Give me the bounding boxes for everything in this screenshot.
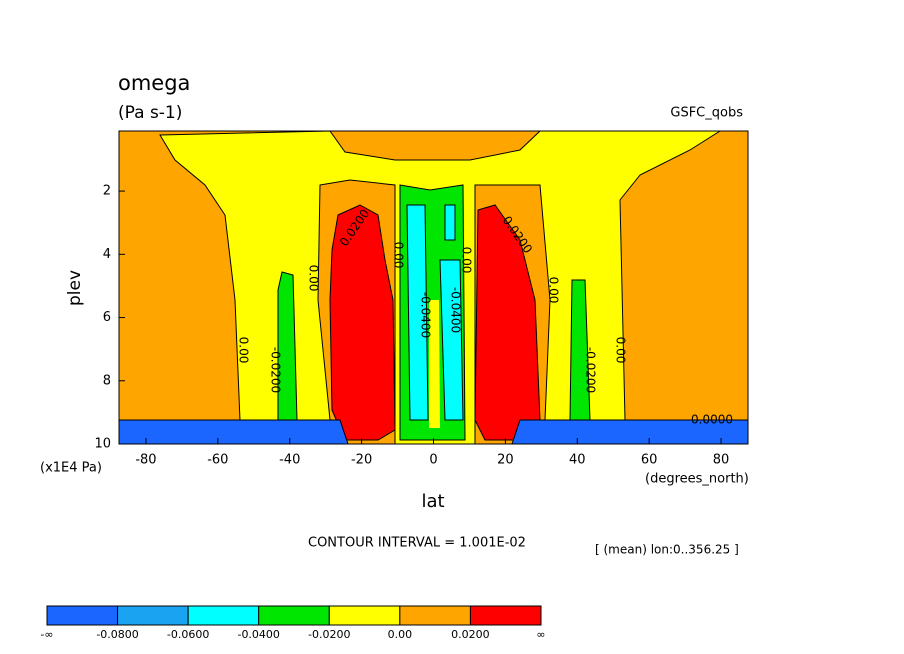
contour-label: 0.0000 bbox=[691, 413, 733, 427]
chart-title: omega bbox=[118, 71, 190, 95]
colorbar-box bbox=[258, 605, 330, 626]
x-units: (degrees_north) bbox=[645, 472, 749, 487]
x-tick-label: -60 bbox=[207, 453, 228, 468]
units: (Pa s-1) bbox=[118, 103, 182, 123]
y-tick-label: 2 bbox=[103, 184, 111, 199]
colorbar-box bbox=[399, 605, 471, 626]
contour-label: 0.00 bbox=[392, 242, 406, 269]
contour-label: -0.0200 bbox=[269, 347, 283, 393]
colorbar-label: -∞ bbox=[40, 628, 53, 641]
contour-label: 0.00 bbox=[237, 337, 251, 364]
x-tick-label: 80 bbox=[713, 453, 730, 468]
colorbar-box bbox=[117, 605, 189, 626]
x-tick-label: -20 bbox=[351, 453, 372, 468]
y-axis-label: plev bbox=[65, 270, 85, 306]
colorbar-label: ∞ bbox=[536, 628, 545, 641]
colorbar-box bbox=[328, 605, 401, 626]
x-tick-label: 60 bbox=[641, 453, 658, 468]
contour-label: 0.00 bbox=[547, 277, 561, 304]
colorbar-label: 0.00 bbox=[388, 628, 413, 641]
x-tick-label: -80 bbox=[135, 453, 156, 468]
x-tick-label: 40 bbox=[569, 453, 586, 468]
contour-label: -0.0400 bbox=[419, 292, 433, 338]
dataset: GSFC_qobs bbox=[670, 106, 743, 121]
colorbar-box bbox=[187, 605, 260, 626]
contour-region bbox=[406, 204, 429, 421]
contour-label: -0.0400 bbox=[449, 287, 463, 333]
colorbar-label: -0.0600 bbox=[167, 628, 209, 641]
y-tick-label: 8 bbox=[103, 373, 111, 388]
contour-region bbox=[329, 204, 396, 441]
colorbar-label: -0.0400 bbox=[237, 628, 279, 641]
colorbar-label: -0.0200 bbox=[308, 628, 350, 641]
subset: [ (mean) lon:0..356.25 ] bbox=[595, 543, 739, 557]
y-tick-label: 10 bbox=[94, 437, 111, 452]
y-units: (x1E4 Pa) bbox=[40, 461, 102, 476]
x-tick-label: 20 bbox=[497, 453, 514, 468]
y-tick-label: 4 bbox=[103, 247, 111, 262]
colorbar-box bbox=[46, 605, 119, 626]
colorbar-box bbox=[469, 605, 542, 626]
contour-label: 0.00 bbox=[460, 247, 474, 274]
x-axis-label: lat bbox=[421, 491, 444, 512]
x-tick-label: -40 bbox=[279, 453, 300, 468]
colorbar-label: 0.0200 bbox=[451, 628, 490, 641]
contour-region bbox=[429, 300, 440, 428]
contour-interval: CONTOUR INTERVAL = 1.001E-02 bbox=[308, 536, 526, 551]
x-tick-label: 0 bbox=[429, 453, 437, 468]
y-tick-label: 6 bbox=[103, 310, 111, 325]
contour-region bbox=[439, 259, 464, 421]
contour-label: -0.0200 bbox=[584, 347, 598, 393]
contour-region bbox=[444, 204, 456, 241]
contour-region bbox=[118, 419, 349, 445]
contour-label: 0.00 bbox=[614, 337, 628, 364]
contour-label: 0.00 bbox=[307, 265, 321, 292]
colorbar-label: -0.0800 bbox=[96, 628, 138, 641]
